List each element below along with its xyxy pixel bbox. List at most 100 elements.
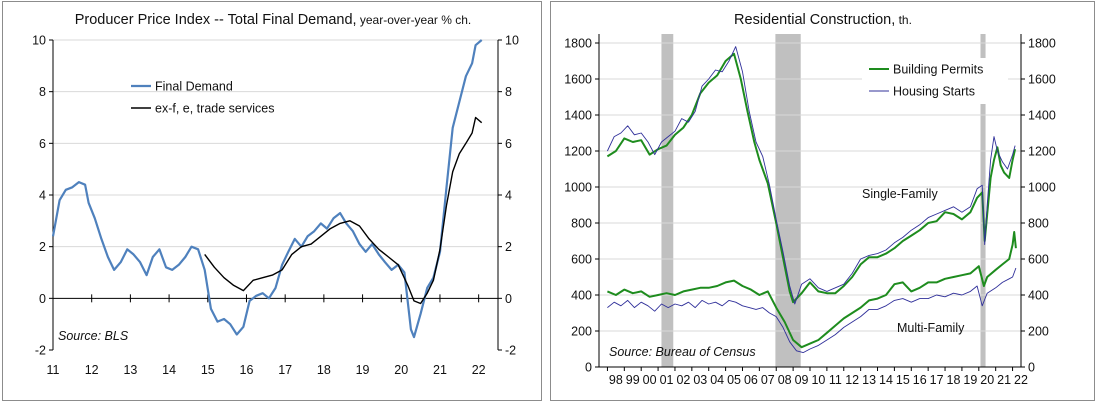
housing-ytick-label-right-0: 0: [1028, 361, 1035, 375]
housing-ytick-label-left-1600: 1600: [564, 73, 592, 87]
ppi-xtick-label-11: 11: [47, 363, 60, 377]
housing-xtick-label-99: 99: [626, 373, 640, 387]
ppi-ytick-label-right-8: 8: [505, 85, 512, 99]
ppi-chart-title: Producer Price Index -- Total Final Dema…: [75, 12, 472, 28]
housing-recession-band-1: [661, 34, 674, 367]
housing-xtick-label-16: 16: [913, 373, 927, 387]
housing-recession-band-2: [775, 34, 801, 367]
housing-ytick-label-left-800: 800: [571, 217, 592, 231]
housing-xtick-label-03: 03: [693, 373, 707, 387]
ppi-ytick-label-right-2: 2: [505, 240, 512, 254]
housing-ytick-label-right-800: 800: [1028, 217, 1049, 231]
ppi-xtick-label-16: 16: [240, 363, 254, 377]
housing-xtick-label-09: 09: [795, 373, 809, 387]
housing-xtick-label-18: 18: [947, 373, 961, 387]
housing-xtick-label-17: 17: [930, 373, 944, 387]
housing-series-housing-starts-multi-family: [607, 267, 1017, 354]
housing-xtick-label-22: 22: [1014, 373, 1028, 387]
housing-xtick-label-12: 12: [845, 373, 859, 387]
ppi-xtick-label-21: 21: [433, 363, 447, 377]
housing-xtick-label-14: 14: [879, 373, 893, 387]
housing-ytick-label-right-1200: 1200: [1028, 145, 1056, 159]
ppi-ytick-label-left-8: 8: [39, 85, 46, 99]
ppi-xtick-label-13: 13: [123, 363, 137, 377]
housing-ytick-label-left-200: 200: [571, 325, 592, 339]
ppi-ytick-label-right-6: 6: [505, 137, 512, 151]
housing-ytick-label-left-0: 0: [585, 361, 592, 375]
ppi-ytick-label-left-2: -2: [35, 344, 46, 358]
housing-ytick-label-right-600: 600: [1028, 253, 1049, 267]
housing-xtick-label-05: 05: [727, 373, 741, 387]
housing-legend-label-permits: Building Permits: [893, 63, 983, 77]
ppi-legend-label-final-demand: Final Demand: [155, 80, 233, 94]
housing-chart-title: Residential Construction, th.: [734, 12, 912, 28]
ppi-ytick-label-left-2: 2: [39, 240, 46, 254]
ppi-series-ex-f-e-trade-services: [204, 116, 483, 305]
housing-ytick-label-left-1200: 1200: [564, 145, 592, 159]
ppi-ytick-label-right-10: 10: [505, 34, 519, 48]
housing-xtick-label-15: 15: [896, 373, 910, 387]
ppi-xtick-label-22: 22: [472, 363, 486, 377]
ppi-ytick-label-left-10: 10: [32, 34, 46, 48]
housing-xtick-label-19: 19: [963, 373, 977, 387]
ppi-legend-label-core: ex-f, e, trade services: [155, 102, 275, 116]
housing-ytick-label-left-1000: 1000: [564, 181, 592, 195]
housing-title-main: Residential Construction,: [734, 12, 895, 28]
housing-xtick-label-08: 08: [778, 373, 792, 387]
ppi-xtick-label-19: 19: [356, 363, 370, 377]
housing-xtick-label-98: 98: [609, 373, 623, 387]
housing-ytick-label-left-1400: 1400: [564, 109, 592, 123]
ppi-ytick-label-right-2: -2: [505, 344, 516, 358]
housing-xtick-label-13: 13: [862, 373, 876, 387]
housing-xtick-label-20: 20: [980, 373, 994, 387]
housing-ytick-label-right-1800: 1800: [1028, 37, 1056, 51]
ppi-chart-panel: Producer Price Index -- Total Final Dema…: [2, 1, 542, 401]
housing-series-housing-starts-single-family: [606, 46, 1016, 305]
housing-ytick-label-right-200: 200: [1028, 325, 1049, 339]
housing-xtick-label-11: 11: [829, 373, 842, 387]
housing-ytick-label-left-600: 600: [571, 253, 592, 267]
ppi-xtick-label-15: 15: [201, 363, 215, 377]
housing-ytick-label-left-400: 400: [571, 289, 592, 303]
ppi-title-sub: year-over-year % ch.: [357, 13, 472, 27]
ppi-ytick-label-right-0: 0: [505, 292, 512, 306]
housing-annotation-single-family: Single-Family: [862, 187, 938, 201]
housing-legend-label-starts: Housing Starts: [893, 85, 975, 99]
housing-xtick-label-01: 01: [660, 373, 674, 387]
housing-xtick-label-04: 04: [710, 373, 724, 387]
ppi-ytick-label-left-4: 4: [39, 189, 46, 203]
ppi-ytick-label-right-4: 4: [505, 189, 512, 203]
ppi-xtick-label-18: 18: [317, 363, 331, 377]
housing-legend-box: [862, 58, 1008, 104]
ppi-legend: Final Demand ex-f, e, trade services: [131, 80, 275, 116]
housing-title-sub: th.: [895, 13, 912, 27]
ppi-ytick-label-left-6: 6: [39, 137, 46, 151]
housing-ytick-label-left-1800: 1800: [564, 37, 592, 51]
housing-annotation-multi-family: Multi-Family: [897, 321, 965, 335]
housing-legend: Building Permits Housing Starts: [862, 58, 1008, 104]
housing-ytick-label-right-1000: 1000: [1028, 181, 1056, 195]
ppi-xtick-label-12: 12: [85, 363, 99, 377]
housing-xtick-label-06: 06: [744, 373, 758, 387]
housing-ytick-label-right-1600: 1600: [1028, 73, 1056, 87]
housing-ytick-label-right-1400: 1400: [1028, 109, 1056, 123]
ppi-series-final-demand: [51, 39, 483, 339]
housing-xtick-label-10: 10: [811, 373, 825, 387]
housing-xtick-label-07: 07: [761, 373, 775, 387]
housing-xtick-label-21: 21: [997, 373, 1011, 387]
ppi-xtick-label-14: 14: [162, 363, 176, 377]
housing-xtick-label-00: 00: [643, 373, 657, 387]
ppi-chart: Producer Price Index -- Total Final Dema…: [32, 12, 519, 378]
housing-series-building-permits-multi-family: [607, 231, 1017, 349]
housing-ytick-label-right-400: 400: [1028, 289, 1049, 303]
ppi-source-note: Source: BLS: [58, 329, 129, 343]
ppi-ytick-label-left-0: 0: [39, 292, 46, 306]
ppi-xtick-label-17: 17: [278, 363, 292, 377]
housing-source-note: Source: Bureau of Census: [609, 345, 756, 359]
ppi-title-main: Producer Price Index -- Total Final Dema…: [75, 12, 357, 28]
housing-xtick-label-02: 02: [676, 373, 690, 387]
housing-chart-panel: Residential Construction, th. 0 0 200 200 40…: [550, 1, 1095, 401]
